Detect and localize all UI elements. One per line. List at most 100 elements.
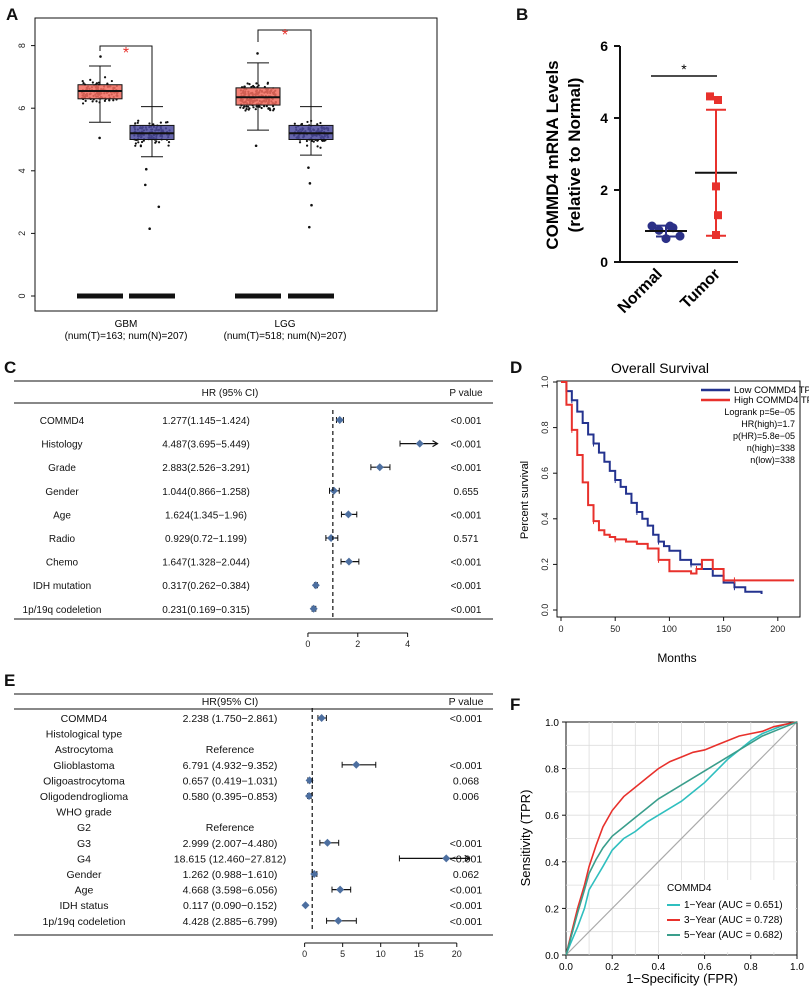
panel-e-rows: COMMD4 2.238 (1.750−2.861) <0.001 Histologi… [40, 713, 482, 928]
row-name: IDH mutation [33, 581, 91, 592]
panel-f-curves [565, 721, 798, 956]
jitter-point [97, 81, 100, 84]
jitter-point [155, 140, 158, 143]
group-label-gbm: GBM [115, 319, 138, 330]
hr-diamond [309, 604, 318, 613]
panel-a-boxplot: 0 2 4 6 8 * * GBM (num(T)=163; num(N)=207) L… [17, 17, 438, 342]
row-hr-text: Reference [206, 822, 255, 834]
panel-d-title: Overall Survival [611, 360, 709, 376]
ci-arrow [464, 854, 471, 862]
y-tick-label: 0.8 [545, 765, 559, 776]
jitter-point [260, 106, 263, 110]
jitter-point [246, 105, 250, 108]
row-p-value: 0.062 [453, 869, 479, 881]
row-name: Glioblastoma [53, 760, 114, 772]
panel-b-xlabel-normal: Normal [615, 266, 666, 317]
stat-n-high: n(high)=338 [747, 443, 795, 453]
legend-label-1-year: 1−Year (AUC = 0.651) [684, 900, 783, 911]
row-name: Astrocytoma [55, 744, 114, 756]
x-tick-label: 5 [340, 949, 345, 959]
jitter-point [316, 123, 319, 126]
y-tick-label: 0.4 [540, 513, 550, 526]
group-label-lgg: LGG [274, 319, 295, 330]
jitter-point [319, 121, 322, 125]
row-name: Radio [49, 534, 76, 545]
panel-label-d: D [510, 358, 522, 377]
jitter-point [254, 108, 257, 111]
jitter-point [269, 109, 272, 112]
row-p-value: <0.001 [451, 440, 482, 451]
outlier-point [98, 136, 101, 140]
jitter-point [139, 145, 142, 148]
x-tick-label: 50 [610, 624, 620, 634]
y-tick-label: 1.0 [545, 718, 559, 729]
outlier-point [307, 225, 311, 229]
hr-diamond [336, 885, 345, 894]
panel-e-pvalue-header: P value [449, 696, 484, 708]
row-p-value: <0.001 [450, 838, 483, 850]
x-tick-label: 4 [405, 639, 410, 649]
roc-curve-3-year [565, 721, 798, 956]
jitter-point [246, 82, 249, 85]
hr-diamond [334, 916, 343, 925]
row-name: G4 [77, 853, 91, 865]
outlier-point [99, 55, 102, 58]
hr-diamond [323, 838, 332, 847]
x-tick-label: 10 [376, 949, 386, 959]
jitter-point [134, 122, 137, 125]
jitter-point [95, 100, 98, 103]
panel-c-forest: HR (95% CI) P value COMMD4 1.277(1.145−1.… [14, 380, 493, 649]
jitter-point [255, 82, 258, 85]
jitter-point [103, 99, 107, 102]
panel-label-a: A [6, 5, 18, 24]
jitter-point [152, 123, 155, 126]
jitter-point [243, 85, 246, 88]
y-tick-label: 4 [600, 110, 608, 126]
hr-diamond [311, 581, 320, 590]
outlier-point [256, 52, 259, 55]
panel-a-boxes [77, 62, 334, 158]
jitter-point [323, 139, 326, 142]
row-p-value: <0.001 [451, 605, 482, 616]
panel-f-axes: 0.0 0.2 0.4 0.6 0.8 1.0 0.0 0.2 0.4 0.6 0.8 1.0 [545, 718, 804, 973]
jitter-point [110, 79, 113, 83]
hr-diamond [344, 510, 353, 519]
stat-n-low: n(low)=338 [750, 455, 795, 465]
row-name: Gender [66, 869, 102, 881]
hr-diamond [317, 714, 326, 722]
panel-d-axes: 0 50 100 150 200 0.0 0.2 0.4 0.6 0.8 1.0 [540, 376, 785, 634]
x-tick-label: 150 [716, 624, 731, 634]
row-name: COMMD4 [61, 713, 108, 725]
jitter-point [306, 144, 309, 147]
jitter-point [142, 139, 145, 142]
normal-point [675, 231, 685, 241]
jitter-point [312, 140, 315, 143]
row-hr-text: 2.999 (2.007−4.480) [183, 838, 278, 850]
x-tick-label: 0.8 [744, 962, 758, 973]
jitter-point [95, 82, 99, 85]
y-tick-label: 0.8 [540, 421, 550, 434]
jitter-point [262, 105, 266, 108]
row-p-value: <0.001 [450, 713, 483, 725]
outlier-point [308, 182, 312, 185]
y-tick-label: 0.2 [540, 558, 550, 571]
panel-d-curves [561, 381, 795, 595]
legend-label-high: High COMMD4 TPM [734, 395, 809, 406]
x-tick-label: 20 [452, 949, 462, 959]
row-hr-text: 0.231(0.169−0.315) [162, 605, 250, 616]
row-hr-text: 4.428 (2.885−6.799) [183, 916, 278, 928]
outlier-point [144, 167, 148, 171]
row-hr-text: 4.668 (3.598−6.056) [183, 885, 278, 897]
y-tick-label: 1.0 [540, 376, 550, 389]
row-name: G2 [77, 822, 91, 834]
row-p-value: <0.001 [451, 463, 482, 474]
panel-e-x-axis: 0 5 10 15 20 [302, 708, 462, 959]
row-hr-text: 1.277(1.145−1.424) [162, 416, 250, 427]
panel-d-xlabel: Months [657, 651, 696, 665]
row-hr-text: 2.883(2.526−3.291) [162, 463, 250, 474]
group-sublabel-gbm: (num(T)=163; num(N)=207) [65, 331, 188, 342]
row-hr-text: 0.657 (0.419−1.031) [183, 775, 278, 787]
row-name: Age [53, 510, 71, 521]
panel-e-forest: HR(95% CI) P value COMMD4 2.238 (1.750−2.… [14, 693, 493, 959]
stat-logrank: Logrank p=5e−05 [724, 407, 795, 417]
